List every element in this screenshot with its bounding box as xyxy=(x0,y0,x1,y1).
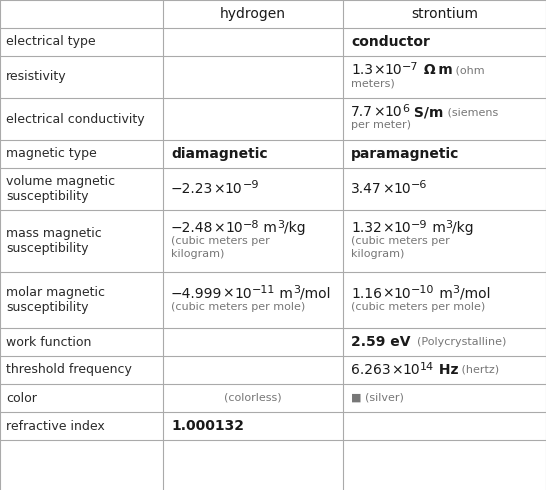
Text: /mol: /mol xyxy=(460,287,490,300)
Text: volume magnetic
susceptibility: volume magnetic susceptibility xyxy=(6,175,115,203)
Text: 3.47: 3.47 xyxy=(351,182,382,196)
Text: magnetic type: magnetic type xyxy=(6,147,97,161)
Text: ×: × xyxy=(382,182,393,196)
Text: 3: 3 xyxy=(453,285,460,295)
Text: meters): meters) xyxy=(351,78,395,89)
Text: /kg: /kg xyxy=(453,221,474,235)
Text: 1.16: 1.16 xyxy=(351,287,382,300)
Text: −4.999: −4.999 xyxy=(171,287,222,300)
Text: 10: 10 xyxy=(225,221,242,235)
Text: −11: −11 xyxy=(252,285,275,295)
Text: electrical conductivity: electrical conductivity xyxy=(6,113,145,125)
Text: −10: −10 xyxy=(411,285,435,295)
Text: −6: −6 xyxy=(411,180,428,191)
Text: refractive index: refractive index xyxy=(6,419,105,433)
Text: 3: 3 xyxy=(446,220,453,229)
Text: ×: × xyxy=(373,105,384,120)
Text: 10: 10 xyxy=(384,64,402,77)
Text: Ω m: Ω m xyxy=(419,64,453,77)
Text: threshold frequency: threshold frequency xyxy=(6,364,132,376)
Text: 1.32: 1.32 xyxy=(351,221,382,235)
Text: ×: × xyxy=(213,221,225,235)
Text: molar magnetic
susceptibility: molar magnetic susceptibility xyxy=(6,286,105,314)
Text: 10: 10 xyxy=(384,105,402,120)
Text: /mol: /mol xyxy=(300,287,330,300)
Text: 10: 10 xyxy=(234,287,252,300)
Text: paramagnetic: paramagnetic xyxy=(351,147,459,161)
Text: ×: × xyxy=(382,221,393,235)
Text: (cubic meters per: (cubic meters per xyxy=(351,236,450,246)
Text: work function: work function xyxy=(6,336,91,348)
Text: 10: 10 xyxy=(225,182,242,196)
Text: m: m xyxy=(275,287,293,300)
Text: m: m xyxy=(435,287,453,300)
Text: −7: −7 xyxy=(402,62,419,72)
Text: −2.48: −2.48 xyxy=(171,221,213,235)
Text: (ohm: (ohm xyxy=(453,66,485,75)
Text: −8: −8 xyxy=(242,220,259,229)
Text: (siemens: (siemens xyxy=(443,107,498,118)
Text: 10: 10 xyxy=(393,182,411,196)
Text: ×: × xyxy=(382,287,394,300)
Text: (cubic meters per mole): (cubic meters per mole) xyxy=(171,301,305,312)
Text: 2.59 eV: 2.59 eV xyxy=(351,335,411,349)
Text: 6: 6 xyxy=(402,104,409,114)
Text: color: color xyxy=(6,392,37,405)
Text: ■ (silver): ■ (silver) xyxy=(351,393,404,403)
Text: S/m: S/m xyxy=(409,105,443,120)
Text: 1.3: 1.3 xyxy=(351,64,373,77)
Text: conductor: conductor xyxy=(351,35,430,49)
Text: ×: × xyxy=(390,363,402,377)
Text: m: m xyxy=(259,221,277,235)
Text: ×: × xyxy=(213,182,225,196)
Text: 3: 3 xyxy=(293,285,300,295)
Text: 1.000132: 1.000132 xyxy=(171,419,244,433)
Text: m: m xyxy=(428,221,446,235)
Text: (Polycrystalline): (Polycrystalline) xyxy=(411,337,507,347)
Text: per meter): per meter) xyxy=(351,121,411,130)
Text: (cubic meters per: (cubic meters per xyxy=(171,236,270,246)
Text: hydrogen: hydrogen xyxy=(220,7,286,21)
Text: ×: × xyxy=(373,64,384,77)
Text: −9: −9 xyxy=(411,220,428,229)
Text: (hertz): (hertz) xyxy=(459,365,500,375)
Text: mass magnetic
susceptibility: mass magnetic susceptibility xyxy=(6,227,102,255)
Text: (colorless): (colorless) xyxy=(224,393,282,403)
Text: strontium: strontium xyxy=(411,7,478,21)
Text: electrical type: electrical type xyxy=(6,35,96,49)
Text: 6.263: 6.263 xyxy=(351,363,390,377)
Text: 10: 10 xyxy=(394,287,411,300)
Text: 10: 10 xyxy=(402,363,420,377)
Text: (cubic meters per mole): (cubic meters per mole) xyxy=(351,301,485,312)
Text: −9: −9 xyxy=(242,180,259,191)
Text: 10: 10 xyxy=(393,221,411,235)
Text: Hz: Hz xyxy=(434,363,459,377)
Text: −2.23: −2.23 xyxy=(171,182,213,196)
Text: resistivity: resistivity xyxy=(6,71,67,83)
Text: diamagnetic: diamagnetic xyxy=(171,147,268,161)
Text: kilogram): kilogram) xyxy=(171,249,224,259)
Text: /kg: /kg xyxy=(284,221,306,235)
Text: 14: 14 xyxy=(420,362,434,371)
Text: ×: × xyxy=(222,287,234,300)
Text: 7.7: 7.7 xyxy=(351,105,373,120)
Text: 3: 3 xyxy=(277,220,284,229)
Text: kilogram): kilogram) xyxy=(351,249,405,259)
